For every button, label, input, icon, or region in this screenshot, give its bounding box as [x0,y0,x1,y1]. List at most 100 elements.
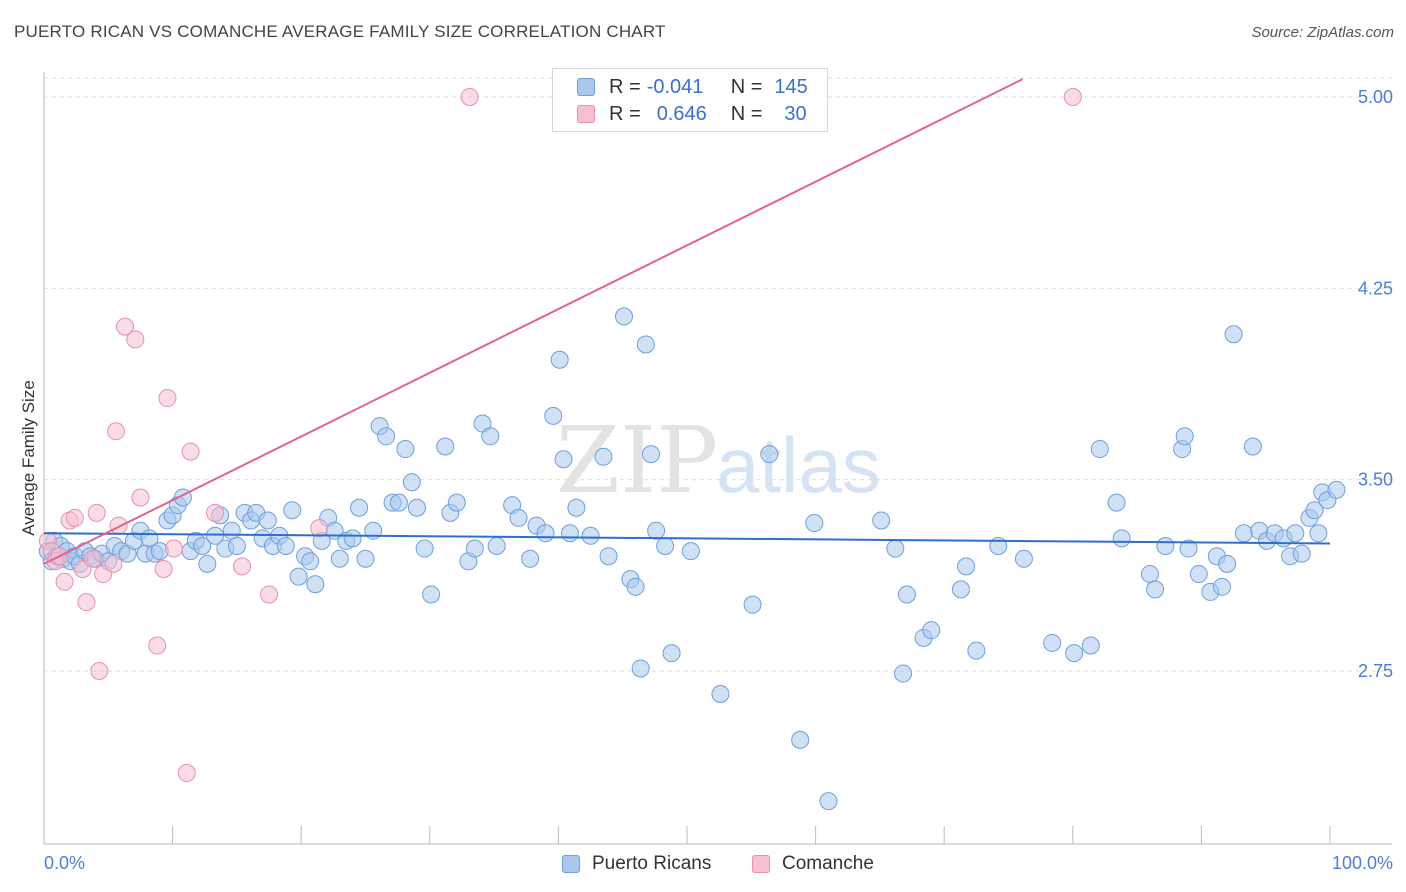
puerto-rican-point [656,536,675,555]
puerto-rican-point [544,406,563,425]
puerto-rican-point [1090,440,1109,459]
puerto-rican-point [922,621,941,640]
blue-swatch [577,78,595,96]
comanche-point [310,519,329,538]
comanche-point [164,539,183,558]
puerto-rican-point [1286,524,1305,543]
puerto-rican-point [481,427,500,446]
puerto-rican-point [1305,501,1324,520]
chart-title: PUERTO RICAN VS COMANCHE AVERAGE FAMILY … [14,22,666,41]
watermark: ZIP atlas [556,407,881,514]
puerto-rican-point [599,547,618,566]
puerto-rican-point [289,567,308,586]
watermark-atlas: atlas [716,421,881,509]
puerto-rican-point [554,450,573,469]
puerto-rican-point [222,521,241,540]
comanche-point [109,516,128,535]
puerto-rican-point [402,473,421,492]
comanche-point [131,488,150,507]
puerto-rican-point [1065,644,1084,663]
bottom-legend-comanche: Comanche [752,852,874,876]
comanche-trend-line [43,78,1024,565]
bottom-legend-label: Comanche [782,853,874,874]
y-tick-label: 4.25 [1358,278,1393,298]
puerto-rican-point [206,526,225,545]
puerto-rican-point [1140,565,1159,584]
blue-swatch [562,855,580,873]
puerto-rican-point [1175,427,1194,446]
comanche-points [38,88,1082,783]
puerto-rican-point [193,536,212,555]
puerto-rican-point [581,526,600,545]
puerto-rican-point [894,664,913,683]
x-tick-label-max: 100.0% [1332,853,1393,873]
puerto-rican-point [343,529,362,548]
puerto-rican-point [1112,529,1131,548]
puerto-rican-point [1309,524,1328,543]
puerto-rican-point [886,539,905,558]
puerto-rican-point [636,335,655,354]
comanche-point [181,442,200,461]
puerto-rican-point [1156,536,1175,555]
puerto-rican-point [662,644,681,663]
puerto-rican-point [594,447,613,466]
bottom-legend-label: Puerto Ricans [592,853,712,874]
puerto-rican-point [306,575,325,594]
puerto-rican-point [631,659,650,678]
puerto-rican-point [805,514,824,533]
puerto-rican-point [377,427,396,446]
puerto-rican-point [641,445,660,464]
puerto-rican-point [1243,437,1262,456]
comanche-point [55,572,74,591]
comanche-point [460,88,479,106]
puerto-rican-point [1043,633,1062,652]
puerto-rican-point [521,549,540,568]
puerto-rican-point [1292,544,1311,563]
r-value: -0.041 [646,75,704,98]
puerto-rican-point [350,498,369,517]
n-value: 30 [784,102,807,125]
puerto-rican-point [1014,549,1033,568]
puerto-rican-point [1179,539,1198,558]
comanche-point [260,585,279,604]
puerto-rican-point [791,730,810,749]
x-tick-label-min: 0.0% [44,853,85,873]
y-axis-title: Average Family Size [19,380,38,536]
puerto-rican-point [967,641,986,660]
puerto-rican-point [1327,480,1346,499]
trend-lines [43,78,1331,565]
puerto-rican-point [415,539,434,558]
puerto-rican-point [951,580,970,599]
puerto-rican-point [509,508,528,527]
comanche-point [77,593,96,612]
r-value: 0.646 [656,102,707,125]
y-tick-label: 3.50 [1358,470,1393,490]
pink-swatch [577,105,595,123]
correlation-legend: R = -0.041 N = 145 R = 0.646 N = 30 [552,68,828,132]
puerto-rican-point [897,585,916,604]
axes [43,72,1392,845]
puerto-rican-point [276,536,295,555]
puerto-rican-point [487,536,506,555]
puerto-rican-point [330,549,349,568]
puerto-rican-point [819,792,838,811]
puerto-rican-point [396,440,415,459]
puerto-rican-point [560,524,579,543]
puerto-rican-point [227,536,246,555]
n-label: N = [730,102,763,125]
puerto-rican-trend-line [43,532,1331,545]
puerto-rican-point [258,511,277,530]
puerto-rican-point [1081,636,1100,655]
puerto-rican-point [1234,524,1253,543]
puerto-rican-point [567,498,586,517]
comanche-point [1063,88,1082,106]
puerto-rican-point [407,498,426,517]
puerto-rican-point [465,539,484,558]
comanche-point [104,554,123,573]
puerto-rican-point [681,542,700,561]
legend-row-puerto-ricans: R = -0.041 N = 145 [577,74,808,100]
n-value: 145 [774,75,808,98]
gridlines [44,77,1392,672]
puerto-rican-point [447,493,466,512]
